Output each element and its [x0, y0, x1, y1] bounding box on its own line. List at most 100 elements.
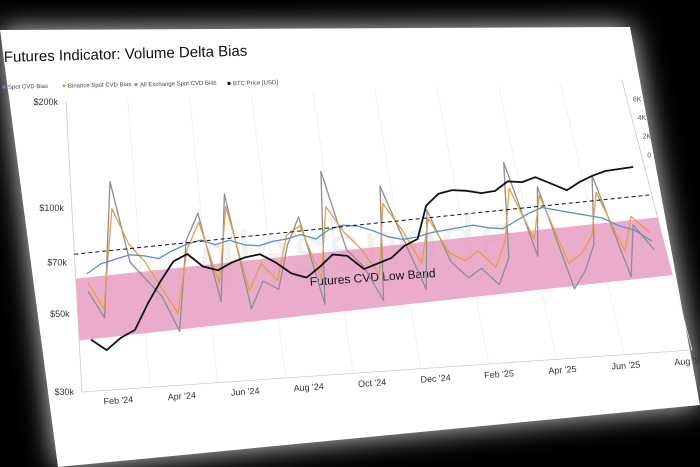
point [315, 238, 317, 240]
point [299, 225, 301, 227]
point [160, 286, 162, 288]
point [630, 276, 632, 278]
y-tick-right: 4K [638, 115, 647, 122]
point [378, 273, 381, 275]
zero-dashed-line [74, 194, 652, 255]
point [403, 245, 405, 247]
point [248, 290, 251, 292]
point [143, 260, 146, 262]
point [593, 243, 595, 245]
point [106, 349, 108, 351]
point [143, 255, 145, 257]
point [480, 267, 482, 269]
right-axis-line [621, 79, 661, 229]
point [391, 257, 393, 259]
point [177, 312, 179, 314]
point [498, 284, 500, 286]
point [566, 189, 568, 191]
series-spot-cvd-bias [86, 206, 653, 275]
x-tick: Apr '25 [548, 364, 577, 376]
point [556, 209, 558, 211]
x-tick: Jun '25 [611, 360, 640, 372]
legend-entry: All Exchange Spot CVD Bias [140, 80, 217, 88]
point [161, 295, 163, 297]
point [472, 224, 474, 226]
point [86, 272, 88, 275]
series-btc-price-usd- [90, 166, 634, 352]
point [145, 278, 147, 280]
point [225, 205, 227, 208]
point [345, 249, 348, 251]
point [111, 208, 113, 210]
point [202, 265, 204, 268]
point [578, 181, 581, 183]
point [325, 206, 327, 208]
point [109, 181, 111, 183]
point [573, 288, 576, 290]
point [467, 277, 470, 279]
point [425, 204, 427, 207]
point [245, 256, 247, 258]
point [618, 168, 620, 170]
point [586, 214, 588, 216]
y-tick-left: $100k [39, 203, 64, 213]
point [328, 228, 330, 231]
point [604, 170, 607, 172]
point [260, 262, 262, 265]
point [653, 248, 655, 250]
point [87, 282, 89, 284]
chart-title: Futures Indicator: Volume Delta Bias [4, 43, 248, 66]
point [377, 262, 379, 264]
point [319, 266, 321, 268]
point [502, 228, 504, 230]
point [536, 186, 539, 188]
point [494, 190, 496, 192]
point [363, 265, 365, 267]
point [451, 189, 453, 191]
point [538, 194, 540, 197]
point [495, 266, 497, 268]
point [287, 243, 289, 245]
point [346, 255, 348, 257]
legend-marker [62, 84, 66, 88]
point [128, 254, 131, 256]
point [160, 280, 162, 282]
point [649, 231, 651, 234]
point [277, 279, 279, 281]
point [186, 249, 188, 251]
point [90, 339, 92, 341]
point [426, 209, 428, 211]
point [363, 268, 365, 270]
x-tick: Dec '24 [420, 373, 451, 385]
x-tick: Oct '24 [358, 377, 387, 389]
point [300, 233, 302, 236]
point [186, 253, 188, 255]
point [198, 221, 200, 223]
chart-card [0, 27, 700, 467]
point [541, 206, 543, 209]
low-band-group: Futures CVD Low Band [75, 217, 673, 341]
bottom-axis-line [81, 349, 693, 393]
chart-legend: Spot CVD Bias Binance Spot CVD Bias All Ex… [2, 80, 278, 91]
point [458, 227, 460, 229]
point [128, 243, 130, 245]
point [421, 262, 423, 264]
point [223, 193, 225, 195]
point [595, 191, 597, 194]
y-tick-left: $70k [47, 257, 67, 267]
x-tick: Apr '24 [167, 390, 196, 402]
x-tick: Feb '24 [103, 394, 133, 406]
point [320, 170, 322, 173]
point [400, 228, 402, 230]
point [448, 252, 450, 254]
y-tick-right: 6K [633, 97, 642, 104]
point [324, 303, 326, 305]
point [444, 229, 446, 231]
y-tick-left: $50k [50, 309, 70, 319]
point [250, 308, 252, 310]
point [199, 239, 202, 241]
point [425, 288, 427, 290]
grid-line [559, 82, 625, 355]
point [382, 203, 384, 205]
